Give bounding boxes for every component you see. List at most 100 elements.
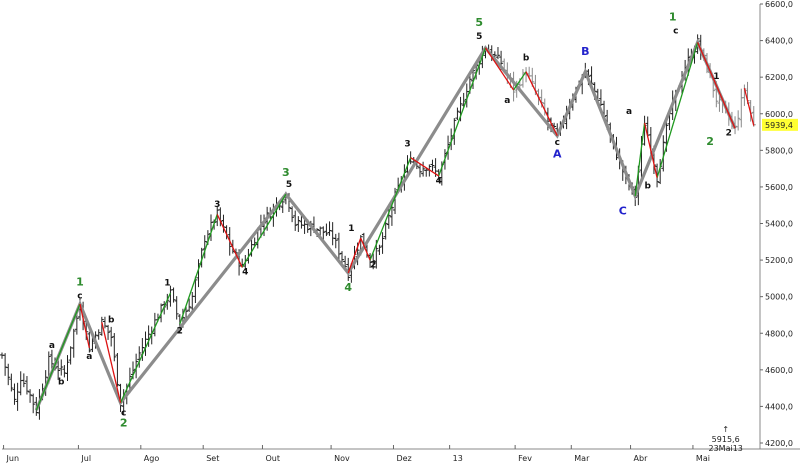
y-tick-label: 4200,0 [765, 439, 793, 448]
ohlc-bar [495, 47, 500, 60]
wave-label: c [77, 291, 82, 301]
y-tick-label: 5400,0 [765, 220, 793, 229]
ohlc-bar [511, 71, 516, 102]
ohlc-bar [146, 325, 151, 347]
wave-label: 5 [475, 16, 483, 29]
ohlc-bar [115, 352, 120, 387]
ohlc-bar [661, 135, 666, 172]
wave-label: C [619, 204, 627, 217]
wave-label: 1 [348, 224, 354, 234]
x-tick-label: Set [206, 454, 219, 463]
y-tick-label: 5000,0 [765, 293, 793, 302]
wave-label: A [553, 148, 562, 161]
x-tick-label: Fev [518, 454, 532, 463]
up-segment [241, 193, 287, 268]
last-price-marker: 5939,4 [762, 118, 798, 131]
y-tick-label: 4800,0 [765, 329, 793, 338]
ohlc-bar [330, 222, 335, 246]
ohlc-bar [49, 349, 54, 369]
down-segment [101, 322, 122, 403]
ohlc-bar [417, 164, 422, 178]
wave-label: 4 [242, 268, 248, 278]
down-segment [525, 71, 558, 136]
low-annotation: ↑ 5915,6 23Mai13 [708, 425, 742, 453]
x-tick-label: Jul [80, 454, 91, 463]
wave-label: a [626, 107, 632, 117]
last-price-label: 5939,4 [765, 121, 793, 130]
ohlc-bar [137, 346, 142, 368]
wave-label: b [108, 315, 115, 325]
wave-label: c [555, 138, 560, 148]
wave-label: 4 [436, 176, 442, 186]
ohlc-bar [296, 216, 301, 232]
wave-label: 2 [706, 135, 714, 148]
ohlc-bar [293, 210, 298, 231]
ohlc-bar [187, 298, 192, 312]
y-tick-label: 6200,0 [765, 73, 793, 82]
down-segment [79, 303, 90, 349]
ohlc-bar [377, 244, 382, 256]
down-segment [643, 122, 658, 178]
down-segment [697, 42, 736, 129]
ohlc-bar [193, 276, 198, 303]
ohlc-bar [71, 328, 76, 358]
wave-label: 1 [164, 279, 170, 289]
ohlc-bar [118, 383, 123, 413]
up-segment [656, 42, 699, 178]
wave-label: b [523, 54, 530, 64]
wave-label: 5 [476, 32, 482, 42]
ohlc-bar [106, 324, 111, 340]
ohlc-bar [65, 355, 70, 382]
y-tick-label: 5200,0 [765, 256, 793, 265]
wave-label: 2 [120, 417, 128, 430]
up-segment [438, 47, 487, 177]
x-tick-label: Out [265, 454, 280, 463]
y-tick-label: 6600,0 [765, 0, 793, 9]
down-segment [347, 237, 362, 274]
ohlc-bar [3, 353, 8, 376]
ohlc-bar [739, 88, 744, 128]
ohlc-bar [346, 257, 351, 281]
x-tick-label: Nov [334, 454, 350, 463]
ohlc-bar [455, 107, 460, 121]
ohlc-bar [24, 376, 29, 395]
down-segment [216, 214, 243, 268]
ohlc-bar [380, 232, 385, 254]
ohlc-bar [9, 373, 14, 392]
down-segment [484, 47, 515, 91]
wave-label: b [644, 182, 651, 192]
up-segment [35, 303, 81, 411]
ohlc-bar [290, 206, 295, 223]
ohlc-bar [324, 223, 329, 237]
wave-label: a [504, 96, 510, 106]
up-segment [119, 292, 172, 404]
ohlc-bar [6, 363, 11, 386]
x-tick-label: Dez [396, 454, 411, 463]
down-segment [743, 87, 755, 126]
x-tick-label: Ago [144, 454, 160, 463]
trend-segments [35, 42, 755, 411]
up-segment [369, 157, 412, 261]
ohlc-bar [492, 51, 497, 58]
wave-label: 3 [282, 166, 290, 179]
y-tick-label: 5600,0 [765, 183, 793, 192]
x-tick-label: Jun [6, 454, 20, 463]
ohlc-bar [15, 382, 20, 411]
x-axis: Jun Jul Ago Set Out Nov Dez 13 Fev Mar Abr Mai [2, 445, 800, 463]
y-axis: 4200,0 4400,0 4600,0 4800,0 5000,0 5200,0 5400… [759, 0, 793, 449]
ohlc-bar [174, 296, 179, 320]
y-tick-label: 4400,0 [765, 402, 793, 411]
wave-label: 1 [713, 72, 719, 82]
ohlc-bar [389, 203, 394, 226]
ohlc-bar [383, 220, 388, 240]
annotation-arrow: ↑ [722, 425, 729, 434]
annotation-date: 23Mai13 [708, 444, 742, 453]
ohlc-bar [99, 316, 104, 336]
down-segment [360, 237, 371, 261]
ohlc-bar [31, 393, 36, 414]
wave-label: 2 [726, 129, 732, 139]
down-segment [410, 157, 440, 177]
wave-label: 2 [370, 260, 376, 270]
x-tick-label: Abr [634, 454, 649, 463]
